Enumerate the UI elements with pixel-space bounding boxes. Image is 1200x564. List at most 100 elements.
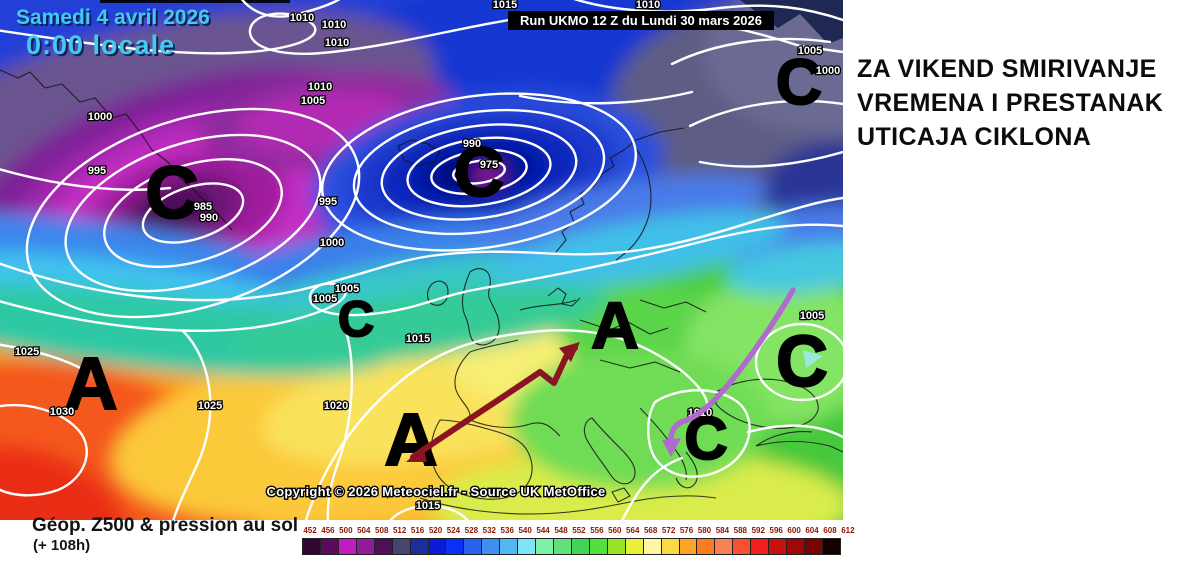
scale-value-label: 604 xyxy=(805,526,819,535)
isobar-label: 1010 xyxy=(636,0,660,11)
isobar-label: 995 xyxy=(88,165,106,177)
scale-color-cell xyxy=(427,538,447,555)
scale-color-cell xyxy=(624,538,644,555)
scale-value-label: 596 xyxy=(769,526,783,535)
scale-value-label: 548 xyxy=(554,526,568,535)
model-run-banner: Run UKMO 12 Z du Lundi 30 mars 2026 xyxy=(508,11,774,30)
scale-color-cell xyxy=(535,538,554,555)
annotation-arrow-red xyxy=(406,342,580,462)
scale-color-cell xyxy=(499,538,519,555)
scale-color-cell xyxy=(391,538,411,555)
scale-value-label: 556 xyxy=(590,526,604,535)
scale-value-label: 452 xyxy=(303,526,317,535)
legend-forecast-hour: (+ 108h) xyxy=(33,537,91,554)
scale-value-label: 520 xyxy=(428,526,443,535)
coastlines xyxy=(0,69,843,515)
scale-value-label: 512 xyxy=(392,526,407,535)
scale-value-label: 572 xyxy=(661,526,676,535)
isobar-label: 1025 xyxy=(15,346,39,358)
scale-value-label: 508 xyxy=(375,526,389,535)
isobar-label: 1005 xyxy=(335,283,359,295)
scale-color-cell xyxy=(786,538,806,555)
isobar-label: 1030 xyxy=(50,406,74,418)
isobar-label: 995 xyxy=(319,196,337,208)
isobar-label: 1010 xyxy=(290,12,314,24)
scale-color-cell xyxy=(642,538,662,555)
scale-color-cell xyxy=(355,538,375,555)
isobar-label: 1010 xyxy=(325,37,349,49)
scale-color-cell xyxy=(302,538,321,555)
scale-value-label: 528 xyxy=(464,526,479,535)
isobar-label: 985 xyxy=(194,201,212,213)
valid-datetime: Samedi 4 avril 2026 0:00 locale xyxy=(16,6,210,60)
scale-value-label: 608 xyxy=(823,526,837,535)
isobar-label: 1000 xyxy=(816,65,840,77)
scale-color-cell xyxy=(588,538,608,555)
isobar-label: 975 xyxy=(480,159,498,171)
headline-line-2: VREMENA I PRESTANAK xyxy=(857,89,1164,117)
scale-value-label: 552 xyxy=(572,526,586,535)
annotation-arrow-purple xyxy=(662,287,796,457)
scale-value-label: 524 xyxy=(446,526,461,535)
pressure-center-c: C xyxy=(145,151,198,234)
pressure-center-c: C xyxy=(684,405,727,472)
pressure-center-a: A xyxy=(384,398,437,481)
isobar-label: 1000 xyxy=(320,237,344,249)
pressure-center-c: C xyxy=(776,322,828,402)
scale-color-cell xyxy=(732,538,752,555)
isobars xyxy=(0,0,843,520)
scale-color-cell xyxy=(821,538,841,555)
headline-line-1: ZA VIKEND SMIRIVANJE xyxy=(857,55,1157,83)
scale-color-cell xyxy=(768,538,788,555)
copyright-label: Copyright © 2026 Meteociel.fr - Source U… xyxy=(266,484,605,499)
scale-color-cell xyxy=(660,538,680,555)
pressure-center-a: A xyxy=(591,288,639,362)
isobar-label: 1005 xyxy=(800,310,824,322)
isobar-label: 1010 xyxy=(322,19,346,31)
scale-value-label: 544 xyxy=(536,526,550,535)
legend-title: Géop. Z500 & pression au sol xyxy=(32,515,299,536)
scale-value-label: 516 xyxy=(410,526,425,535)
scale-value-label: 584 xyxy=(715,526,730,535)
scale-color-cell xyxy=(750,538,770,555)
scale-value-label: 456 xyxy=(321,526,335,535)
pressure-center-c: C xyxy=(776,46,822,118)
scale-value-label: 588 xyxy=(733,526,747,535)
valid-time: 0:00 locale xyxy=(26,29,176,60)
scale-color-cell xyxy=(696,538,716,555)
scale-color-cell xyxy=(409,538,429,555)
scale-color-cell xyxy=(481,538,501,555)
isobar-label: 1020 xyxy=(324,400,348,412)
valid-date: Samedi 4 avril 2026 xyxy=(16,6,210,29)
isobar-label: 1015 xyxy=(416,500,440,512)
sea-patch xyxy=(803,350,823,368)
isobar-label: 1005 xyxy=(798,45,822,57)
scale-color-cell xyxy=(570,538,590,555)
scale-value-label: 580 xyxy=(697,526,712,535)
scale-value-label: 540 xyxy=(518,526,532,535)
scale-color-cell xyxy=(445,538,465,555)
scale-color-cell xyxy=(337,538,357,555)
scale-color-cell xyxy=(319,538,339,555)
scale-value-label: 576 xyxy=(679,526,694,535)
scale-value-label: 560 xyxy=(608,526,622,535)
pressure-center-a: A xyxy=(64,342,117,425)
isobar-label: 990 xyxy=(463,138,481,150)
geopotential-color-field xyxy=(0,0,843,520)
scale-color-cell xyxy=(606,538,626,555)
scale-color-cell xyxy=(804,538,823,555)
scale-value-label: 504 xyxy=(357,526,371,535)
isobar-label: 990 xyxy=(200,212,218,224)
headline-line-3: UTICAJA CIKLONA xyxy=(857,123,1092,151)
isobar-label: 1015 xyxy=(406,333,430,345)
scale-color-cell xyxy=(678,538,698,555)
scale-color-cell xyxy=(517,538,537,555)
pressure-center-c: C xyxy=(454,133,505,211)
scale-color-cell xyxy=(373,538,393,555)
scale-value-label: 592 xyxy=(751,526,765,535)
scale-value-label: 500 xyxy=(339,526,353,535)
scale-color-cell xyxy=(463,538,483,555)
